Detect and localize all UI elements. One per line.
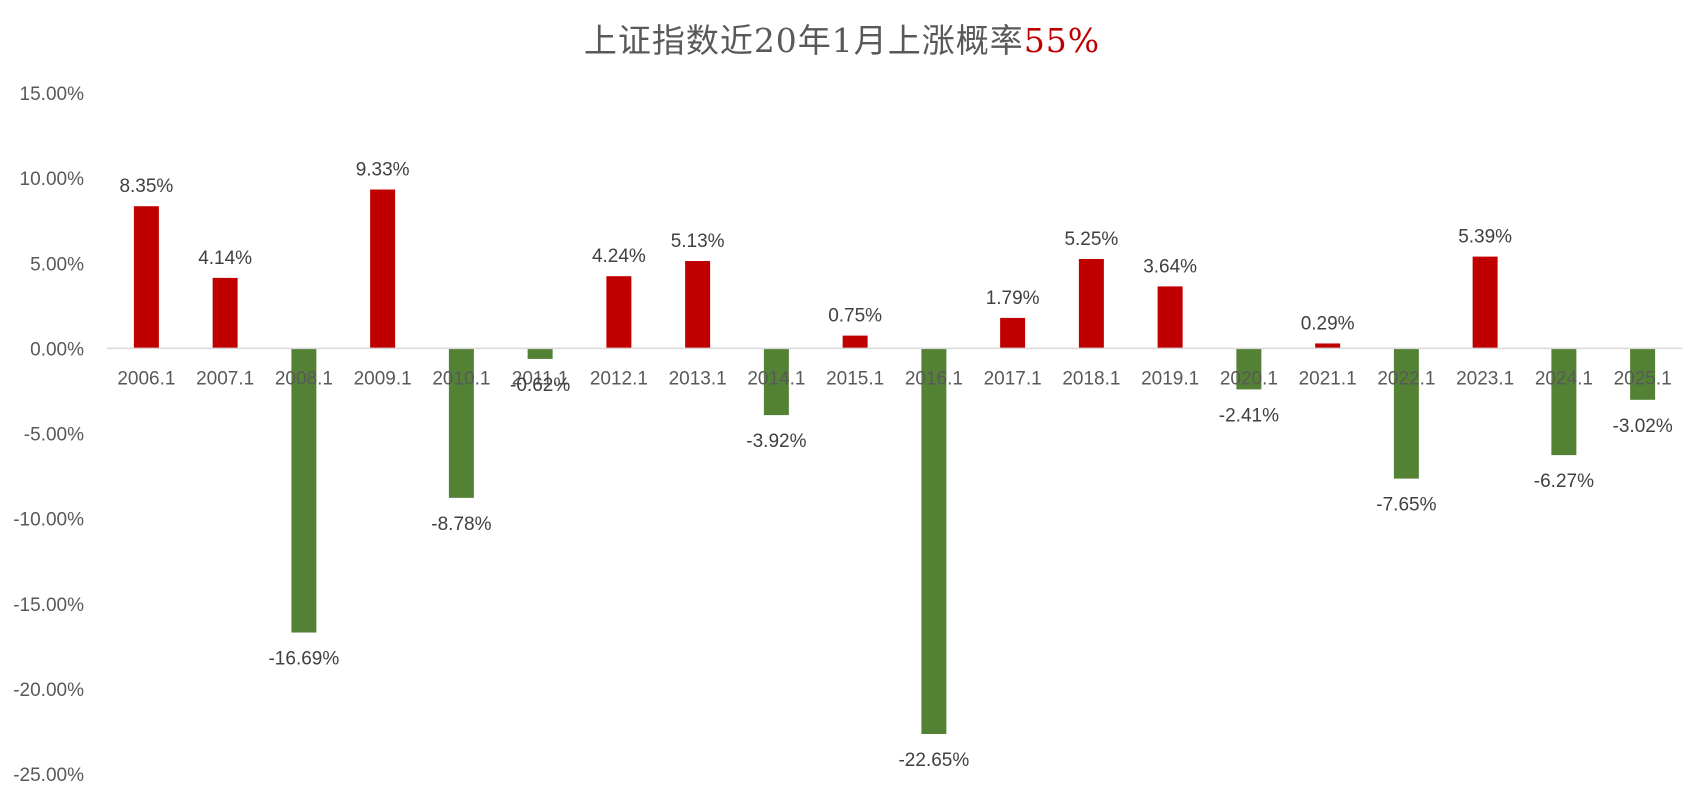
data-label: 9.33% bbox=[356, 160, 410, 181]
x-tick-label: 2015.1 bbox=[826, 368, 884, 389]
bar-2021.1 bbox=[1315, 343, 1341, 349]
y-tick-label: -5.00% bbox=[24, 425, 84, 446]
data-label: 0.29% bbox=[1301, 313, 1355, 334]
x-tick-label: 2018.1 bbox=[1062, 368, 1120, 389]
chart-title-highlight: 55% bbox=[1023, 21, 1101, 60]
data-label: -16.69% bbox=[268, 649, 339, 670]
bar-2014.1 bbox=[763, 348, 789, 416]
y-tick-label: -20.00% bbox=[13, 680, 84, 701]
x-tick-label: 2009.1 bbox=[354, 368, 412, 389]
x-tick-label: 2007.1 bbox=[196, 368, 254, 389]
y-tick-label: 10.00% bbox=[20, 169, 85, 190]
bar-2019.1 bbox=[1157, 286, 1183, 349]
bar-2012.1 bbox=[606, 276, 632, 349]
chart-title-main: 上证指数近20年1月上涨概率 bbox=[583, 21, 1024, 60]
x-tick-label: 2012.1 bbox=[590, 368, 648, 389]
x-tick-label: 2016.1 bbox=[905, 368, 963, 389]
data-label: 4.24% bbox=[592, 246, 646, 267]
bar-2015.1 bbox=[842, 335, 868, 349]
x-tick-label: 2011.1 bbox=[512, 368, 569, 389]
y-tick-label: 5.00% bbox=[30, 254, 84, 275]
bar-2010.1 bbox=[448, 348, 474, 498]
x-tick-label: 2019.1 bbox=[1141, 368, 1199, 389]
x-tick-label: 2013.1 bbox=[669, 368, 727, 389]
data-label: 5.13% bbox=[671, 231, 725, 252]
x-tick-label: 2024.1 bbox=[1535, 368, 1593, 389]
bar-2008.1 bbox=[291, 348, 317, 633]
data-label: 8.35% bbox=[119, 176, 173, 197]
y-tick-label: -15.00% bbox=[13, 595, 84, 616]
bar-2018.1 bbox=[1078, 258, 1104, 349]
x-tick-label: 2006.1 bbox=[117, 368, 175, 389]
bar-2022.1 bbox=[1393, 348, 1419, 479]
y-tick-label: -10.00% bbox=[13, 510, 84, 531]
data-label: -6.27% bbox=[1534, 471, 1594, 492]
y-axis: 15.00% 10.00% 5.00% 0.00% -5.00% -10.00% -15.0… bbox=[13, 84, 84, 786]
y-tick-label: 0.00% bbox=[30, 339, 84, 360]
bar-2013.1 bbox=[685, 261, 711, 349]
data-label: -3.02% bbox=[1613, 416, 1673, 437]
bar-2009.1 bbox=[370, 189, 396, 349]
data-label: -3.92% bbox=[746, 431, 806, 452]
data-label: -7.65% bbox=[1376, 495, 1436, 516]
data-label: 0.75% bbox=[828, 306, 882, 327]
y-tick-label: 15.00% bbox=[20, 84, 85, 105]
x-tick-label: 2008.1 bbox=[275, 368, 333, 389]
category-labels: 2006.1 2007.1 2008.1 2009.1 2010.1 2011.1 2012… bbox=[117, 368, 1671, 389]
x-tick-label: 2022.1 bbox=[1377, 368, 1435, 389]
x-tick-label: 2014.1 bbox=[747, 368, 805, 389]
data-labels: 8.35% 4.14% -16.69% 9.33% -8.78% -0.62% 4.24% 5… bbox=[119, 160, 1672, 771]
x-tick-label: 2023.1 bbox=[1456, 368, 1514, 389]
x-tick-label: 2010.1 bbox=[432, 368, 490, 389]
data-label: 5.39% bbox=[1458, 227, 1512, 248]
bar-2024.1 bbox=[1551, 348, 1577, 456]
bar-2011.1 bbox=[527, 348, 553, 359]
bar-2006.1 bbox=[133, 206, 159, 349]
bar-2023.1 bbox=[1472, 256, 1498, 349]
bar-2025.1 bbox=[1630, 348, 1656, 400]
bar-2017.1 bbox=[1000, 317, 1026, 349]
x-tick-label: 2020.1 bbox=[1220, 368, 1278, 389]
data-label: 1.79% bbox=[986, 288, 1040, 309]
data-label: 4.14% bbox=[198, 248, 252, 269]
x-tick-label: 2021.1 bbox=[1299, 368, 1357, 389]
x-tick-label: 2017.1 bbox=[984, 368, 1042, 389]
data-label: -22.65% bbox=[898, 750, 969, 771]
bars bbox=[133, 189, 1656, 734]
data-label: -2.41% bbox=[1219, 405, 1279, 426]
data-label: -8.78% bbox=[431, 514, 491, 535]
data-label: -0.62% bbox=[510, 375, 570, 396]
data-label: 3.64% bbox=[1143, 256, 1197, 277]
bar-2016.1 bbox=[921, 348, 947, 734]
chart-title: 上证指数近20年1月上涨概率55% bbox=[0, 14, 1684, 62]
data-label: 5.25% bbox=[1064, 229, 1118, 250]
bar-2020.1 bbox=[1236, 348, 1262, 390]
bar-2007.1 bbox=[212, 277, 238, 349]
x-tick-label: 2025.1 bbox=[1614, 368, 1672, 389]
y-tick-label: -25.00% bbox=[13, 765, 84, 786]
